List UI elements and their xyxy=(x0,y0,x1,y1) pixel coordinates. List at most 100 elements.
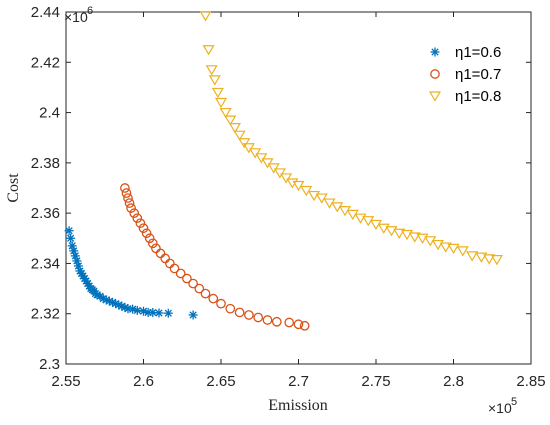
data-point xyxy=(466,251,479,262)
data-point xyxy=(123,193,133,203)
data-point xyxy=(121,188,132,198)
series-1 xyxy=(64,226,198,320)
series-3 xyxy=(199,11,503,266)
data-point xyxy=(244,310,254,320)
data-point xyxy=(483,254,496,265)
data-point xyxy=(219,107,232,119)
data-point xyxy=(135,218,146,229)
data-point xyxy=(138,223,149,234)
data-point xyxy=(377,223,390,234)
data-point xyxy=(234,307,245,318)
data-point xyxy=(163,308,173,318)
data-point xyxy=(188,278,198,289)
data-point xyxy=(439,242,452,253)
data-point xyxy=(205,65,218,76)
data-point xyxy=(117,301,127,311)
data-point xyxy=(214,97,228,109)
data-point xyxy=(307,190,321,202)
data-point xyxy=(64,226,74,236)
legend-label: η1=0.6 xyxy=(455,44,501,61)
y-tick-label: 2.38 xyxy=(31,155,60,172)
data-point xyxy=(216,298,226,309)
y-multiplier-base: ×10 xyxy=(64,9,88,25)
data-point xyxy=(202,45,215,56)
data-point xyxy=(408,232,421,243)
y-multiplier-exponent: 6 xyxy=(87,5,93,17)
data-point xyxy=(141,228,152,239)
x-tick-label: 2.85 xyxy=(516,373,545,390)
data-point xyxy=(208,75,221,86)
data-point xyxy=(284,317,295,328)
x-multiplier-base: ×10 xyxy=(488,400,512,416)
x-axis-label: Emission xyxy=(268,397,328,414)
y-axis-multiplier: ×10 6 xyxy=(64,5,93,25)
legend: η1=0.6 η1=0.7 η1=0.8 xyxy=(428,44,501,105)
data-point xyxy=(490,255,503,266)
data-point xyxy=(120,183,130,193)
data-point xyxy=(456,246,469,257)
legend-marker xyxy=(430,47,440,57)
series-2 xyxy=(120,183,310,331)
y-axis-label: Cost xyxy=(5,173,22,203)
data-point xyxy=(416,233,429,244)
data-point xyxy=(253,312,264,323)
y-tick-label: 2.4 xyxy=(39,105,60,122)
data-point xyxy=(199,11,212,22)
data-point xyxy=(300,185,313,197)
data-point xyxy=(188,310,198,320)
x-tick-label: 2.75 xyxy=(361,373,390,390)
data-point xyxy=(292,180,305,192)
data-point xyxy=(175,268,186,279)
data-point xyxy=(255,153,268,164)
x-tick-label: 2.6 xyxy=(133,373,154,390)
data-point xyxy=(154,308,164,318)
data-point xyxy=(233,130,246,141)
data-marks xyxy=(64,11,503,331)
data-point xyxy=(262,315,273,325)
data-point xyxy=(267,163,280,174)
data-point xyxy=(132,213,143,224)
data-point xyxy=(393,228,406,239)
data-point xyxy=(354,213,367,224)
legend-marker xyxy=(430,69,440,79)
data-point xyxy=(385,226,398,237)
legend-label: η1=0.8 xyxy=(455,88,501,105)
data-point xyxy=(225,303,236,314)
axes: 2.55 2.6 2.65 2.7 2.75 2.8 2.85 2.3 2.32 2.34 2.36… xyxy=(31,4,546,390)
data-point xyxy=(200,288,211,299)
data-point xyxy=(144,233,155,244)
y-tick-label: 2.3 xyxy=(39,356,60,373)
data-point xyxy=(261,158,274,169)
data-point xyxy=(238,138,251,149)
y-tick-label: 2.34 xyxy=(31,255,60,272)
data-point xyxy=(132,305,142,315)
data-point xyxy=(273,168,286,179)
x-tick-label: 2.65 xyxy=(206,373,235,390)
data-point xyxy=(228,123,241,134)
data-point xyxy=(299,320,310,331)
data-point xyxy=(242,143,255,154)
data-point xyxy=(280,173,293,184)
data-point xyxy=(400,229,414,241)
data-point xyxy=(475,252,488,263)
legend-label: η1=0.7 xyxy=(455,66,501,83)
data-point xyxy=(208,293,219,304)
x-tick-label: 2.7 xyxy=(288,373,309,390)
plot-area xyxy=(65,11,532,365)
y-tick-label: 2.42 xyxy=(31,54,60,71)
data-point xyxy=(293,319,304,330)
y-tick-label: 2.44 xyxy=(31,4,60,21)
data-point xyxy=(147,238,158,249)
x-tick-label: 2.8 xyxy=(443,373,464,390)
x-multiplier-exponent: 5 xyxy=(511,396,517,408)
data-point xyxy=(431,239,445,251)
plot-frame xyxy=(65,11,532,365)
data-point xyxy=(211,87,224,99)
data-point xyxy=(224,115,237,126)
data-point xyxy=(126,203,136,213)
data-point xyxy=(194,283,205,294)
data-point xyxy=(129,208,140,218)
data-point xyxy=(124,198,135,208)
data-point xyxy=(249,148,262,159)
